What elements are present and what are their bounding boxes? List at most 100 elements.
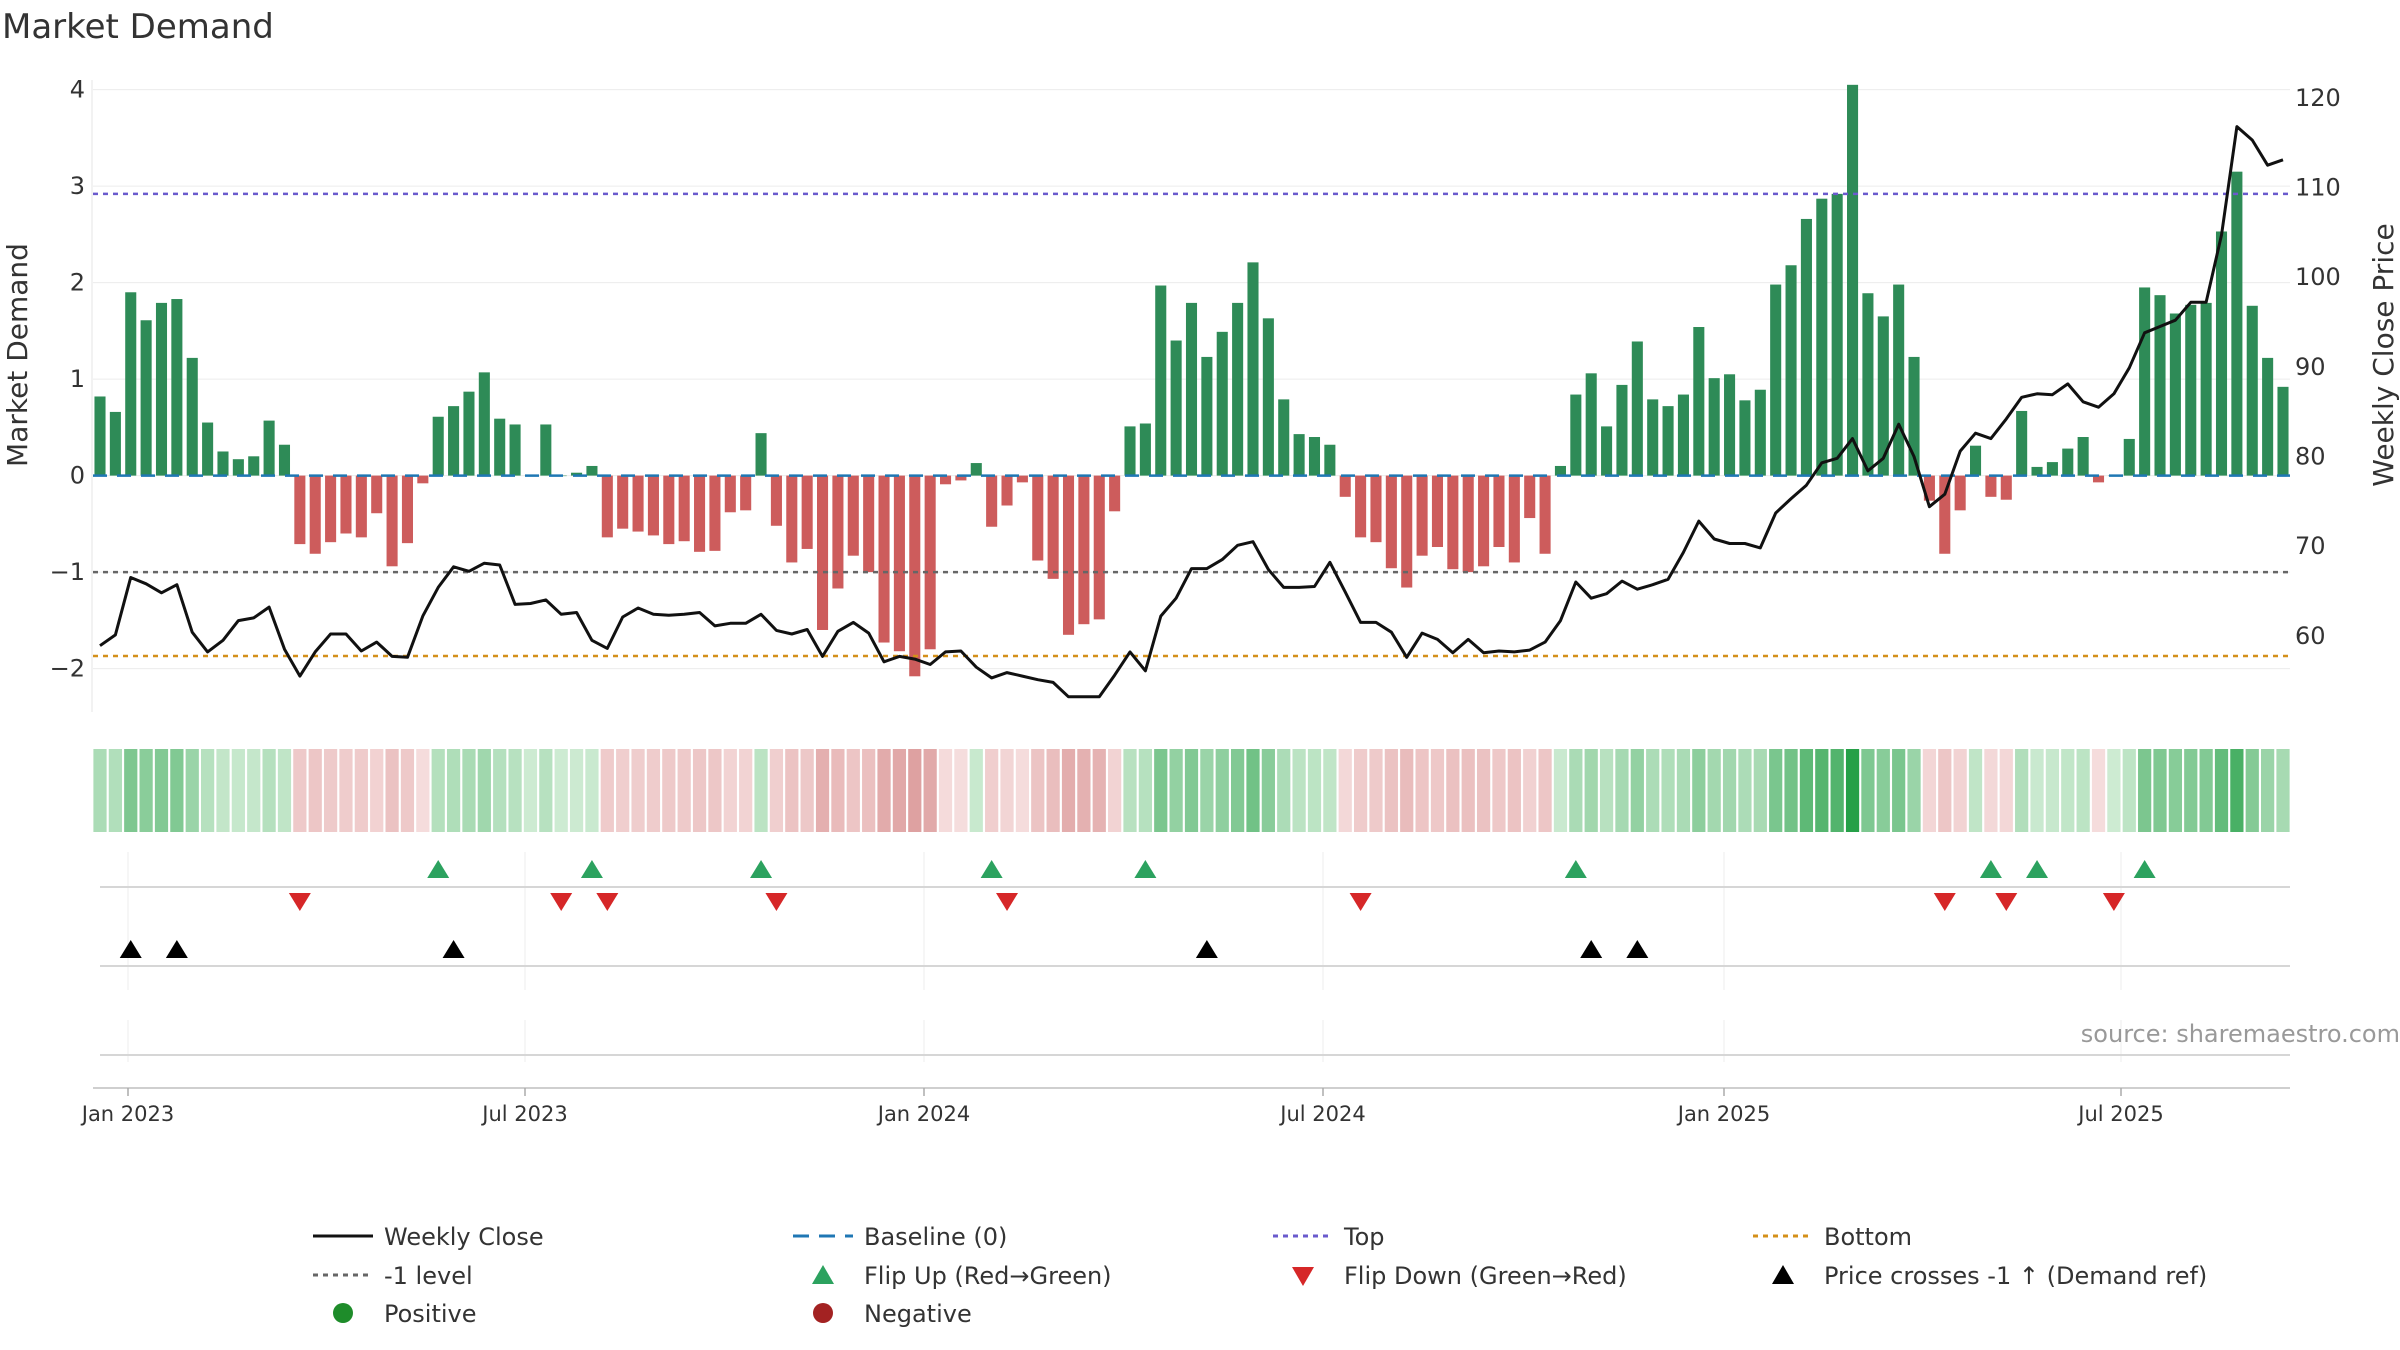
heat-cell xyxy=(1061,749,1076,832)
demand-bar xyxy=(770,475,782,526)
legend-positive-swatch xyxy=(333,1303,353,1323)
demand-heat-strip xyxy=(93,749,2290,832)
heat-cell xyxy=(2015,749,2029,832)
demand-bar xyxy=(2031,466,2043,476)
y2-tick-label: 90 xyxy=(2295,353,2326,381)
heat-cell xyxy=(1123,749,1137,832)
heat-cell xyxy=(1184,749,1199,832)
flip-down-marker xyxy=(2102,893,2125,911)
heat-cell xyxy=(1261,749,1275,832)
heat-cell xyxy=(754,749,768,832)
heat-cell xyxy=(1215,749,1229,832)
y-tick-label: 0 xyxy=(70,462,85,490)
heat-cell xyxy=(1200,749,1214,832)
demand-bar xyxy=(463,391,475,476)
demand-bar xyxy=(325,475,337,543)
y-axis-label: Market Demand xyxy=(1,243,34,467)
weekly-close-path xyxy=(99,125,2284,699)
heat-cell xyxy=(2091,749,2106,832)
demand-bar xyxy=(1385,475,1397,569)
demand-bar xyxy=(217,451,229,476)
demand-bar xyxy=(2185,304,2197,476)
x-tick-label: Jul 2025 xyxy=(2076,1102,2163,1126)
heat-cell xyxy=(1292,749,1306,832)
demand-bar xyxy=(2200,302,2212,476)
heat-cell xyxy=(1876,749,1890,832)
demand-bar xyxy=(171,299,183,476)
demand-bar xyxy=(371,475,383,514)
heat-cell xyxy=(600,749,614,832)
demand-bar xyxy=(571,472,583,476)
heat-cell xyxy=(1138,749,1152,832)
heat-cell xyxy=(1830,749,1844,832)
x-tick-label: Jan 2024 xyxy=(876,1102,971,1126)
demand-bar xyxy=(1278,399,1290,476)
heat-cell xyxy=(739,749,753,832)
heat-cell xyxy=(1569,749,1583,832)
heat-cell xyxy=(1384,749,1398,832)
heat-cell xyxy=(923,749,937,832)
heat-cell xyxy=(170,749,184,832)
source-label: source: sharemaestro.com xyxy=(2081,1020,2400,1048)
demand-bar xyxy=(2154,295,2166,476)
heat-cell xyxy=(1015,749,1030,832)
legend-top: Top xyxy=(1343,1223,1385,1251)
heat-cell xyxy=(1031,749,1045,832)
demand-bar xyxy=(1908,356,1920,476)
legend-weekly-close: Weekly Close xyxy=(384,1223,544,1251)
heat-cell xyxy=(785,749,799,832)
y-tick-label: 1 xyxy=(70,365,85,393)
heat-cell xyxy=(1815,749,1829,832)
price-cross-marker xyxy=(1626,940,1649,958)
y2-tick-label: 110 xyxy=(2295,174,2341,202)
demand-bar xyxy=(1601,426,1613,476)
heat-cell xyxy=(446,749,461,832)
demand-bar xyxy=(1093,475,1105,620)
heat-cell xyxy=(2061,749,2075,832)
x-tick-label: Jul 2023 xyxy=(480,1102,567,1126)
heat-cell xyxy=(1661,749,1675,832)
heat-cell xyxy=(708,749,722,832)
demand-bar xyxy=(909,475,921,677)
demand-bar xyxy=(1062,475,1075,635)
heat-cell xyxy=(1784,749,1798,832)
demand-bar xyxy=(1554,465,1566,476)
demand-bar xyxy=(1232,302,1244,476)
demand-bar xyxy=(186,357,198,476)
demand-bar xyxy=(1493,475,1505,548)
heat-cell xyxy=(1799,749,1814,832)
legend-positive: Positive xyxy=(384,1300,477,1328)
demand-bar xyxy=(1078,475,1090,625)
demand-bar xyxy=(1032,475,1044,561)
y-tick-label: −2 xyxy=(50,655,85,683)
heat-cell xyxy=(1584,749,1598,832)
demand-bar xyxy=(647,475,659,536)
heat-cell xyxy=(646,749,661,832)
demand-bar xyxy=(678,475,690,542)
demand-bar xyxy=(2000,475,2012,500)
heat-cell xyxy=(1446,749,1460,832)
right-axis: 60 70 80 90 100 110 120 xyxy=(2295,84,2341,650)
demand-bar xyxy=(309,475,321,554)
heat-cell xyxy=(1599,749,1614,832)
heat-cell xyxy=(1538,749,1552,832)
heat-cell xyxy=(985,749,999,832)
demand-bar xyxy=(1416,475,1428,556)
price-cross-marker xyxy=(1580,940,1603,958)
demand-bar xyxy=(1185,302,1198,476)
demand-bar xyxy=(1170,340,1182,476)
demand-bar xyxy=(1816,198,1828,476)
demand-bar xyxy=(1524,475,1536,519)
heat-cell xyxy=(2045,749,2060,832)
heat-cell xyxy=(1169,749,1183,832)
demand-bar xyxy=(724,475,736,513)
legend-flip-up-swatch xyxy=(812,1265,834,1284)
flip-down-marker xyxy=(1349,893,1372,911)
x-tick-label: Jul 2024 xyxy=(1278,1102,1365,1126)
y2-tick-label: 70 xyxy=(2295,532,2326,560)
heat-cell xyxy=(308,749,322,832)
y-tick-label: 3 xyxy=(70,172,85,200)
demand-bar xyxy=(970,463,982,476)
y2-tick-label: 60 xyxy=(2295,622,2326,650)
demand-bar xyxy=(740,475,752,511)
